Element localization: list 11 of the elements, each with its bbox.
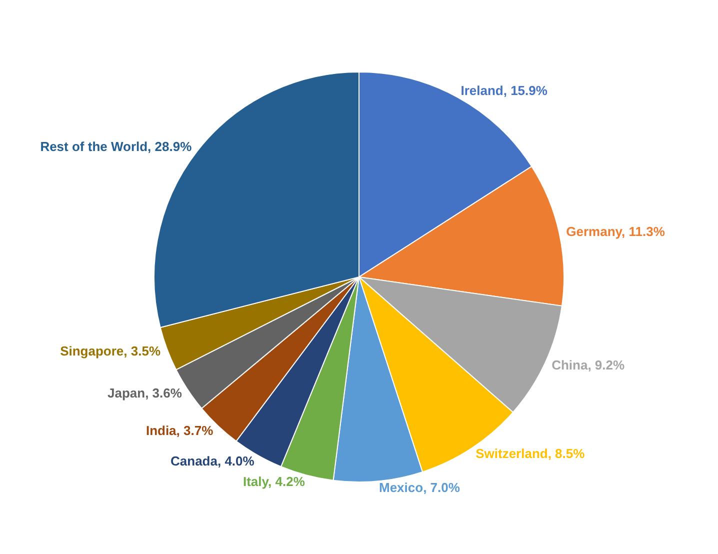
slice-label: China, 9.2% bbox=[552, 358, 625, 373]
slice-label: Rest of the World, 28.9% bbox=[40, 138, 192, 154]
slice-label: India, 3.7% bbox=[146, 422, 214, 438]
slice-label: Italy, 4.2% bbox=[242, 474, 306, 489]
slice-label: Japan, 3.6% bbox=[108, 386, 182, 401]
slice-label: Canada, 4.0% bbox=[170, 453, 255, 468]
slice-label: Germany, 11.3% bbox=[566, 224, 666, 239]
slice-label: Ireland, 15.9% bbox=[460, 83, 548, 98]
slice-label: Switzerland, 8.5% bbox=[476, 446, 586, 462]
slice-label: Singapore, 3.5% bbox=[60, 343, 161, 358]
slice-label: Mexico, 7.0% bbox=[378, 480, 460, 496]
